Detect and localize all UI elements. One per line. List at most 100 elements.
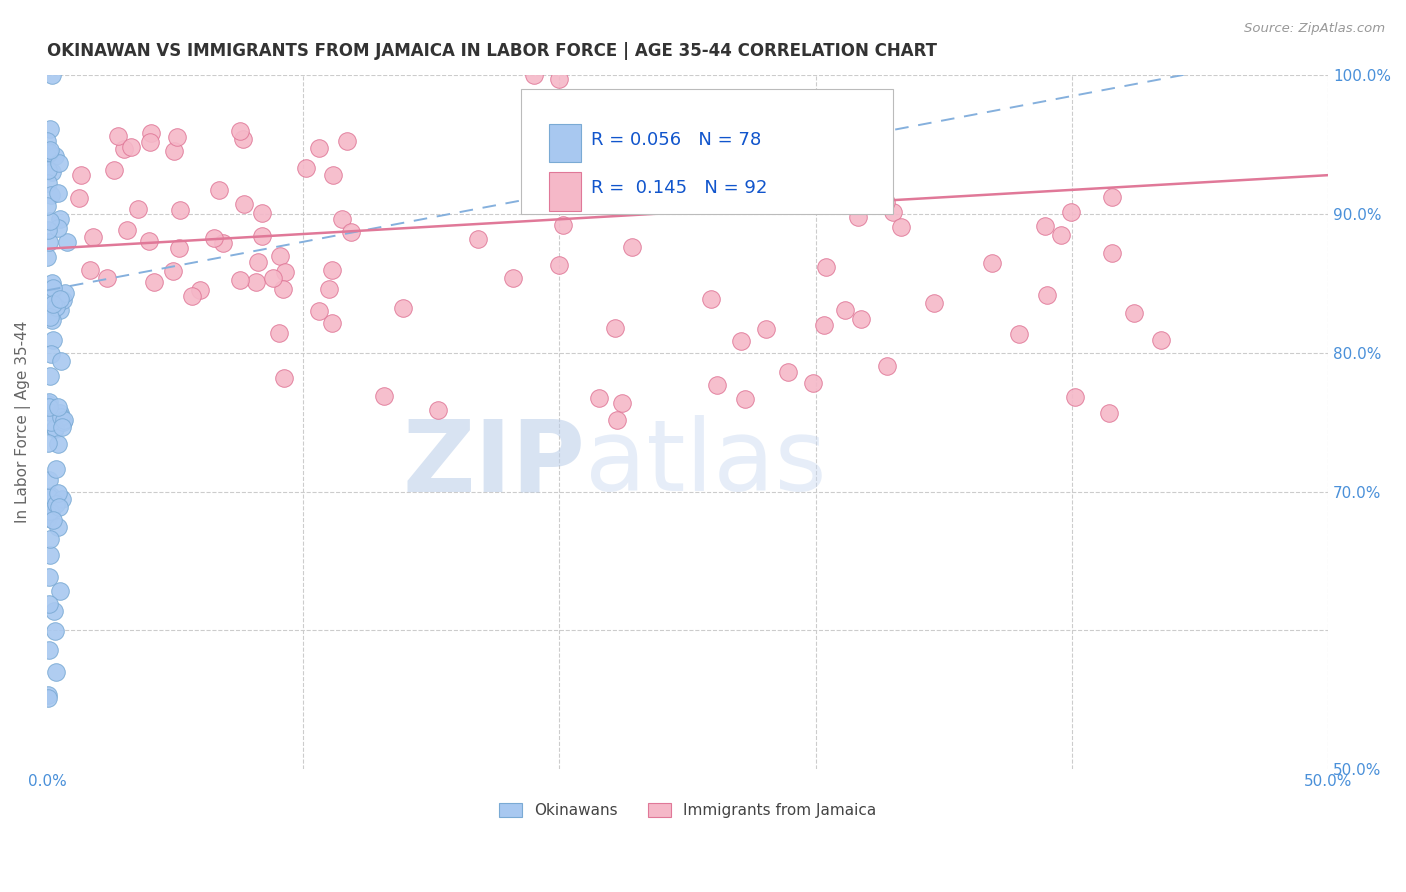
Text: atlas: atlas (585, 416, 827, 512)
Point (53, 412, 76, 426)
Point (41, 312, 63, 326)
Point (70, 168, 93, 182)
Point (336, 134, 359, 148)
Point (229, 124, 252, 138)
Point (1123, 305, 1146, 319)
Point (202, 230, 225, 244)
Point (250, 228, 273, 243)
Point (523, 68, 546, 82)
Point (51, 491, 73, 506)
Point (373, 389, 395, 403)
Point (166, 130, 188, 145)
Point (41, 415, 63, 429)
Point (49, 354, 72, 368)
Point (49, 211, 72, 226)
Point (37, 148, 59, 162)
Point (39, 369, 62, 384)
Point (35, 134, 58, 148)
Point (981, 256, 1004, 270)
Point (45, 462, 67, 476)
Point (610, 396, 633, 410)
Point (38, 395, 60, 409)
Point (49, 583, 72, 598)
Point (551, 219, 574, 233)
Point (67, 191, 90, 205)
Point (42, 296, 65, 310)
Point (321, 263, 343, 277)
Point (39, 404, 62, 418)
Point (38, 235, 60, 249)
Point (39, 143, 62, 157)
Point (39, 506, 62, 520)
Legend: Okinawans, Immigrants from Jamaica: Okinawans, Immigrants from Jamaica (492, 797, 883, 824)
Point (115, 223, 138, 237)
Point (37, 690, 59, 705)
Point (169, 203, 191, 218)
Point (38, 490, 60, 504)
Point (308, 304, 330, 318)
Text: Source: ZipAtlas.com: Source: ZipAtlas.com (1244, 22, 1385, 36)
Point (38, 401, 60, 415)
Point (39, 291, 62, 305)
Point (37, 511, 59, 525)
Point (502, 271, 524, 285)
Point (56, 235, 79, 249)
Point (41, 276, 63, 290)
Point (1007, 326, 1029, 341)
Point (392, 301, 415, 315)
Point (322, 169, 344, 183)
Point (38, 598, 60, 612)
Point (834, 302, 856, 317)
Point (44, 149, 66, 163)
Point (37, 199, 59, 213)
Point (163, 145, 186, 159)
Text: OKINAWAN VS IMMIGRANTS FROM JAMAICA IN LABOR FORCE | AGE 35-44 CORRELATION CHART: OKINAWAN VS IMMIGRANTS FROM JAMAICA IN L… (46, 42, 936, 60)
Point (1033, 219, 1056, 233)
Point (1101, 190, 1123, 204)
Point (1059, 204, 1081, 219)
Point (321, 316, 343, 330)
Point (271, 281, 294, 295)
Point (39, 347, 62, 361)
Point (38, 474, 60, 488)
Point (41, 68, 63, 82)
Point (44, 421, 66, 435)
Point (37, 162, 59, 177)
Point (96, 271, 118, 285)
Point (295, 161, 318, 175)
Point (35, 251, 58, 265)
Point (49, 292, 72, 306)
Point (245, 275, 267, 289)
Point (38, 533, 60, 547)
Point (45, 300, 67, 314)
Point (37, 688, 59, 702)
Text: R =  0.145   N = 92: R = 0.145 N = 92 (592, 179, 768, 197)
Point (801, 376, 824, 391)
Point (890, 220, 912, 235)
Point (37, 222, 59, 236)
Point (39, 489, 62, 503)
Point (734, 392, 756, 407)
Point (52, 415, 75, 429)
Point (39, 214, 62, 228)
Point (48, 302, 70, 317)
Point (138, 234, 160, 248)
Point (162, 263, 184, 277)
Point (308, 141, 330, 155)
Point (120, 140, 142, 154)
Point (48, 500, 70, 514)
Point (246, 254, 269, 268)
Point (41, 333, 63, 347)
Point (273, 265, 295, 279)
Point (730, 334, 752, 349)
Point (45, 497, 67, 511)
Point (778, 365, 800, 379)
Point (44, 624, 66, 638)
Point (603, 321, 626, 335)
Point (1064, 390, 1087, 404)
Point (167, 241, 190, 255)
Point (38, 146, 60, 161)
FancyBboxPatch shape (522, 89, 893, 214)
Point (42, 297, 65, 311)
Text: ZIP: ZIP (402, 416, 585, 512)
